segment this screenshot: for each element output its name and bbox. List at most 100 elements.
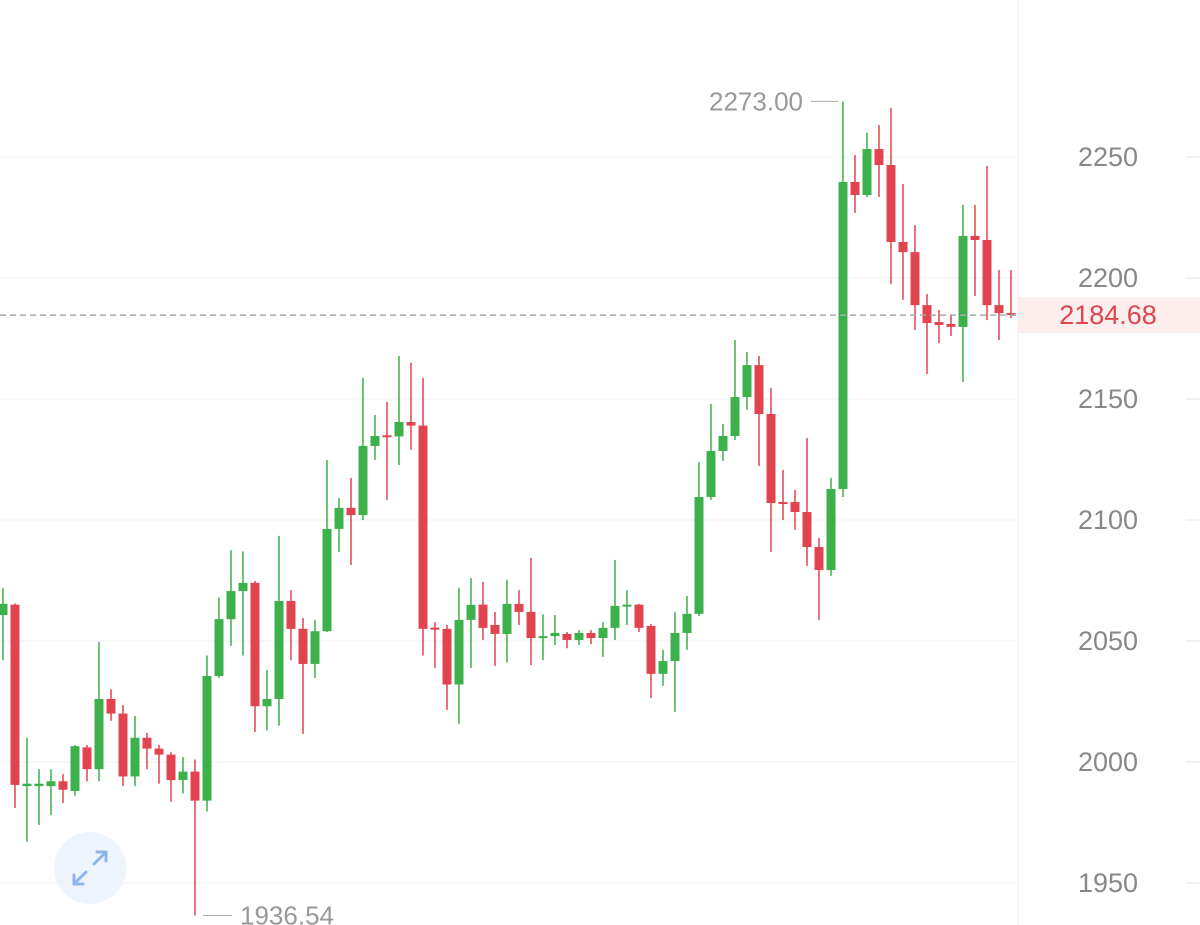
candle-body xyxy=(82,747,92,770)
expand-bg[interactable] xyxy=(54,832,126,904)
candle-body xyxy=(250,582,260,707)
candle-body xyxy=(790,502,800,512)
candle-body xyxy=(478,604,488,628)
candle-body xyxy=(0,603,8,616)
candle-body xyxy=(202,676,212,801)
candle-body xyxy=(886,165,896,242)
candle-body xyxy=(922,305,932,324)
candle-body xyxy=(322,528,332,632)
candle-body xyxy=(382,435,392,438)
candle-body xyxy=(766,413,776,504)
candle-body xyxy=(874,149,884,166)
candle-body xyxy=(934,322,944,325)
candle-body xyxy=(214,619,224,677)
candle-body xyxy=(418,425,428,629)
candle-body xyxy=(406,421,416,426)
candle-body xyxy=(718,436,728,452)
y-tick-label: 2150 xyxy=(1078,384,1138,414)
y-tick-label: 2050 xyxy=(1078,626,1138,656)
candle-body xyxy=(1006,313,1016,316)
candle-body xyxy=(994,305,1004,314)
candle-body xyxy=(982,240,992,306)
candle-body xyxy=(802,511,812,548)
candle-body xyxy=(442,628,452,685)
candle-body xyxy=(910,252,920,306)
candle-body xyxy=(370,436,380,446)
candle-body xyxy=(958,235,968,327)
candle-body xyxy=(142,737,152,749)
candle-body xyxy=(106,699,116,714)
candle-body xyxy=(286,601,296,629)
candle-body xyxy=(742,365,752,398)
candle-body xyxy=(502,603,512,634)
last-price-label: 2184.68 xyxy=(1059,300,1157,330)
candle-body xyxy=(862,149,872,196)
candle-body xyxy=(274,601,284,700)
candle-body xyxy=(826,488,836,571)
candle-body xyxy=(706,451,716,497)
candle-body xyxy=(238,582,248,592)
candle-body xyxy=(130,737,140,777)
candle-body xyxy=(838,181,848,489)
annotation-label: 1936.54 xyxy=(240,900,334,925)
candle-body xyxy=(778,502,788,505)
candle-body xyxy=(178,771,188,781)
candle-body xyxy=(22,783,32,787)
y-tick-label: 2100 xyxy=(1078,505,1138,535)
candle-body xyxy=(166,754,176,781)
candle-body xyxy=(646,625,656,674)
candle-body xyxy=(466,604,476,620)
candle-body xyxy=(430,627,440,630)
candle-body xyxy=(898,241,908,253)
candle-body xyxy=(622,604,632,607)
candle-body xyxy=(346,507,356,516)
candle-body xyxy=(10,604,20,785)
candle-body xyxy=(730,397,740,437)
candle-body xyxy=(334,507,344,529)
candle-body xyxy=(454,619,464,685)
candle-body xyxy=(526,611,536,639)
y-tick-label: 2250 xyxy=(1078,142,1138,172)
candle-body xyxy=(574,632,584,640)
candle-body xyxy=(298,628,308,664)
candle-body xyxy=(586,632,596,639)
candle-body xyxy=(610,605,620,628)
candle-body xyxy=(58,781,68,790)
candle-body xyxy=(154,748,164,755)
candle-body xyxy=(850,181,860,196)
candle-body xyxy=(970,235,980,241)
candle-body xyxy=(94,699,104,770)
candle-body xyxy=(598,627,608,639)
y-tick-label: 2000 xyxy=(1078,747,1138,777)
candle-body xyxy=(670,632,680,662)
expand-button[interactable] xyxy=(54,832,126,904)
candle-body xyxy=(562,633,572,640)
candle-body xyxy=(310,631,320,664)
last-price-tag xyxy=(1018,297,1200,334)
candle-body xyxy=(190,771,200,801)
candle-body xyxy=(46,781,56,787)
y-tick-label: 2200 xyxy=(1078,263,1138,293)
candle-body xyxy=(946,323,956,327)
candle-body xyxy=(70,746,80,791)
candle-body xyxy=(694,496,704,614)
candle-body xyxy=(226,591,236,620)
candle-body xyxy=(658,661,668,674)
y-tick-label: 1950 xyxy=(1078,868,1138,898)
candle-body xyxy=(538,636,548,639)
candle-body xyxy=(634,604,644,628)
candle-body xyxy=(262,699,272,707)
candle-body xyxy=(394,421,404,437)
candle-body xyxy=(682,613,692,633)
candle-body xyxy=(814,547,824,571)
candle-body xyxy=(118,713,128,777)
candle-body xyxy=(514,603,524,612)
candle-body xyxy=(358,445,368,516)
candle-body xyxy=(550,632,560,637)
candle-body xyxy=(34,783,44,787)
expand-icon[interactable] xyxy=(72,850,108,886)
candle-body xyxy=(754,365,764,414)
annotation-label: 2273.00 xyxy=(709,86,803,116)
